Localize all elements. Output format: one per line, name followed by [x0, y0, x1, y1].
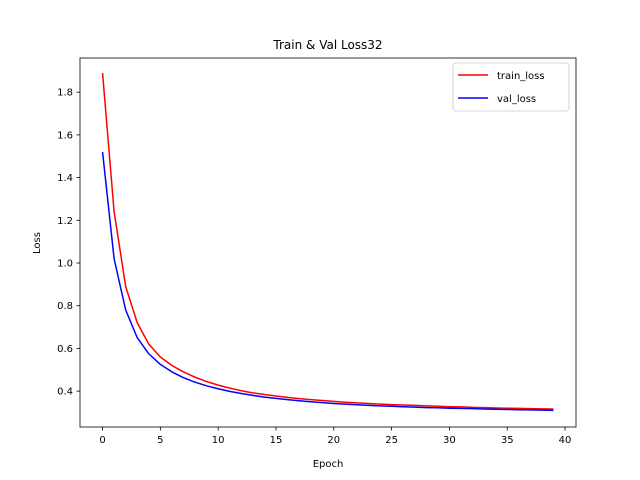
- y-tick-label: 1.4: [57, 173, 73, 184]
- x-tick-label: 25: [385, 435, 398, 446]
- x-tick-label: 20: [327, 435, 340, 446]
- y-tick-label: 0.4: [57, 387, 73, 398]
- y-tick-label: 1.8: [57, 88, 73, 99]
- legend: train_loss val_loss: [452, 62, 570, 112]
- y-axis-title: Loss: [32, 232, 43, 254]
- plot-frame: [79, 57, 577, 428]
- y-tick-label: 1.6: [57, 130, 73, 141]
- series-line-val-loss: [101, 151, 554, 412]
- x-tick-label: 35: [501, 435, 514, 446]
- x-tick-label: 40: [559, 435, 572, 446]
- y-axis-ticks: 0.4 0.6 0.8 1.0 1.2 1.4 1.6 1.8: [57, 88, 80, 398]
- legend-label-val-loss: val_loss: [497, 94, 536, 105]
- legend-label-train-loss: train_loss: [497, 71, 545, 82]
- x-tick-label: 5: [157, 435, 163, 446]
- x-tick-label: 10: [212, 435, 225, 446]
- y-tick-label: 1.0: [57, 259, 73, 270]
- series-line-train-loss: [101, 72, 554, 410]
- x-axis-ticks: 0 5 10 15 20 25 30 35 40: [99, 427, 571, 446]
- series-layer: [101, 72, 554, 412]
- x-tick-label: 15: [270, 435, 283, 446]
- y-tick-label: 0.8: [57, 301, 73, 312]
- x-tick-label: 0: [99, 435, 105, 446]
- y-tick-label: 1.2: [57, 216, 73, 227]
- x-axis-title: Epoch: [313, 459, 344, 470]
- x-tick-label: 30: [443, 435, 456, 446]
- y-tick-label: 0.6: [57, 344, 73, 355]
- chart-title: Train & Val Loss32: [272, 38, 382, 52]
